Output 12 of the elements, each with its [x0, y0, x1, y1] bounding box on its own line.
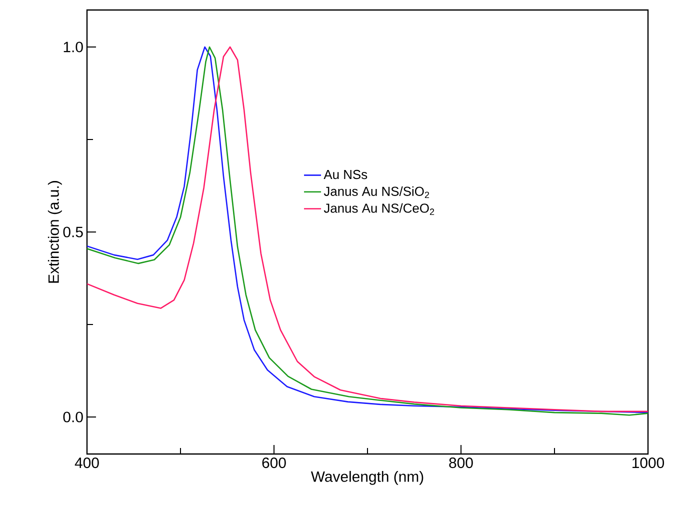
x-tick-label: 800 — [449, 458, 473, 468]
y-axis-title: Extinction (a.u.) — [48, 181, 62, 283]
y-tick-label: 1.0 — [64, 42, 83, 52]
legend-label: Janus Au NS/CeO$_{2}$ — [324, 203, 434, 215]
x-tick-label: 1000 — [632, 458, 664, 468]
x-tick-label: 400 — [74, 458, 99, 468]
legend-label: Au NSs — [324, 170, 368, 180]
legend-label: Janus Au NS/SiO$_{2}$ — [324, 186, 430, 198]
x-tick-label: 600 — [262, 458, 286, 468]
y-tick-label: 0.5 — [63, 226, 83, 238]
x-axis-title: Wavelength (nm) — [310, 470, 424, 485]
y-tick-label: 0.0 — [63, 412, 83, 422]
